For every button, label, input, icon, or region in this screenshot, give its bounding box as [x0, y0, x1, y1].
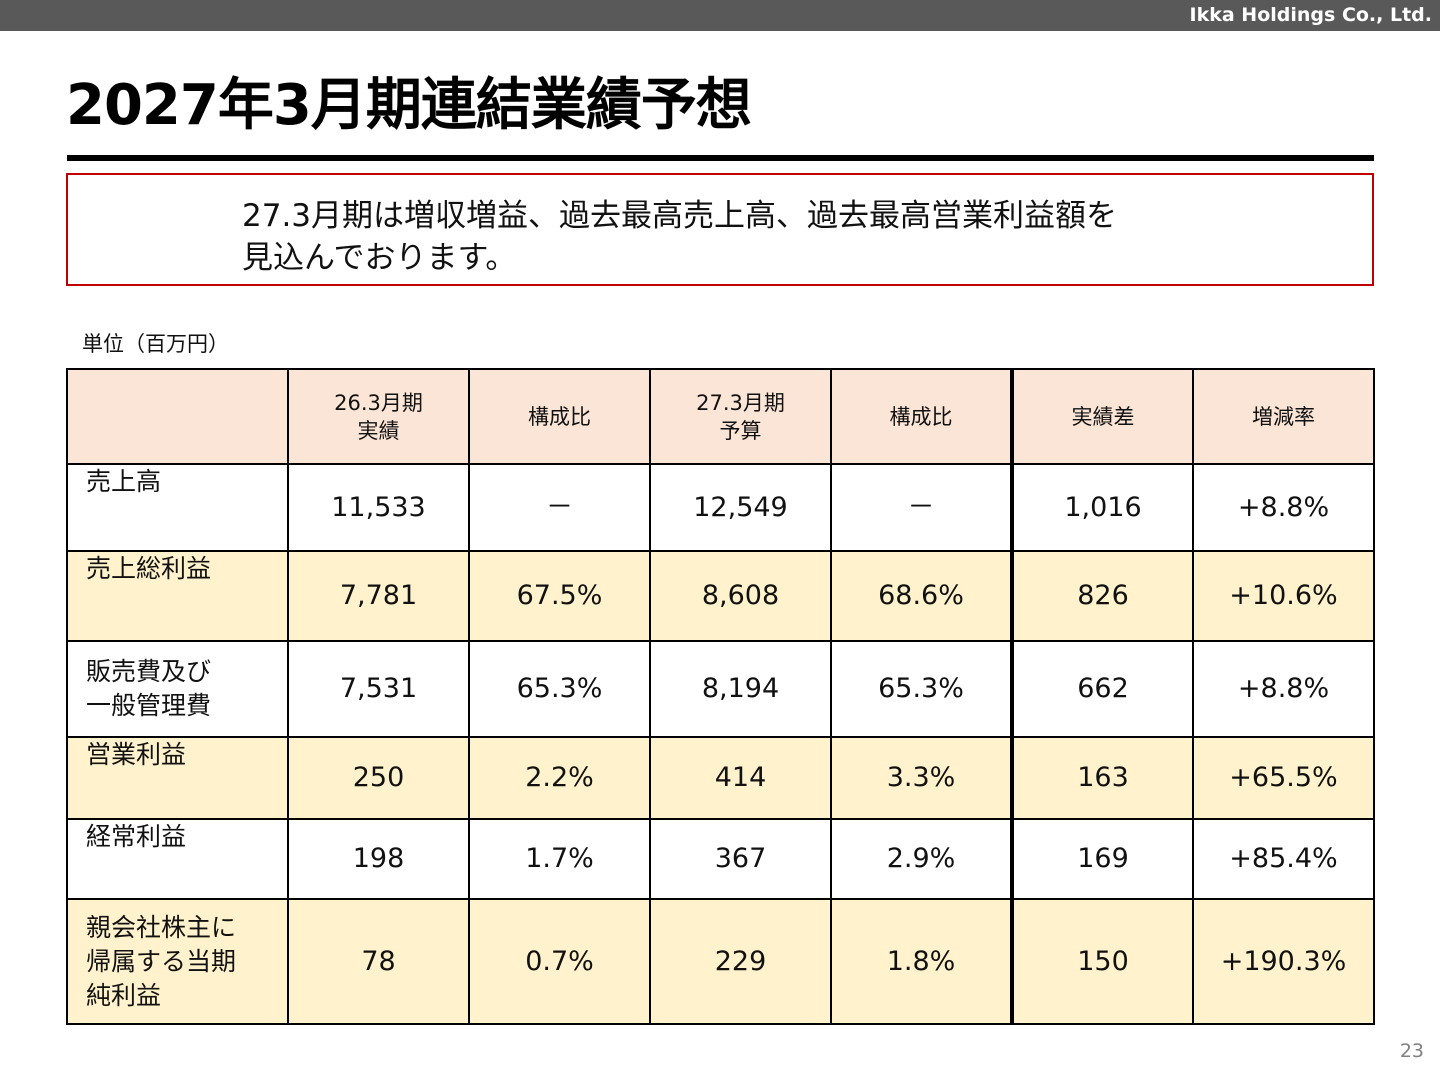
table-row: 売上高 11,533 － 12,549 － 1,016 +8.8% — [66, 463, 1375, 552]
cell-diff: 163 — [1011, 736, 1194, 820]
cell-diff: 1,016 — [1011, 463, 1194, 552]
cell-budget: 8,608 — [649, 550, 832, 642]
cell-diff: 826 — [1011, 550, 1194, 642]
cell-rate: +65.5% — [1192, 736, 1375, 820]
cell-actual: 198 — [287, 818, 470, 900]
summary-box: 27.3月期は増収増益、過去最高売上高、過去最高営業利益額を 見込んでおります。 — [66, 173, 1374, 286]
cell-rate: +85.4% — [1192, 818, 1375, 900]
cell-actual: 11,533 — [287, 463, 470, 552]
row-label-line: 営業利益 — [86, 740, 187, 769]
row-label-line: 帰属する当期 — [86, 946, 237, 976]
header-actual-period: 26.3月期 — [334, 390, 423, 415]
row-label-line: 親会社株主に — [86, 912, 237, 942]
unit-label: 単位（百万円） — [82, 332, 229, 356]
cell-ratio-actual: 2.2% — [468, 736, 651, 820]
cell-budget: 367 — [649, 818, 832, 900]
summary-line-1: 27.3月期は増収増益、過去最高売上高、過去最高営業利益額を — [242, 198, 1118, 234]
header-diff: 実績差 — [1011, 368, 1194, 465]
row-label: 営業利益 — [66, 736, 289, 820]
cell-budget: 229 — [649, 898, 832, 1025]
row-label-line: 経常利益 — [86, 822, 187, 851]
cell-ratio-actual: － — [468, 463, 651, 552]
header-rate: 増減率 — [1192, 368, 1375, 465]
cell-ratio-actual: 65.3% — [468, 640, 651, 738]
cell-actual: 250 — [287, 736, 470, 820]
row-label-line: 一般管理費 — [86, 691, 212, 720]
cell-rate: +10.6% — [1192, 550, 1375, 642]
cell-actual: 78 — [287, 898, 470, 1025]
cell-rate: +190.3% — [1192, 898, 1375, 1025]
header-actual: 26.3月期 実績 — [287, 368, 470, 465]
title-underline — [67, 155, 1374, 161]
cell-ratio-actual: 0.7% — [468, 898, 651, 1025]
page-number: 23 — [1399, 1040, 1424, 1062]
cell-ratio-actual: 1.7% — [468, 818, 651, 900]
header-ratio-budget: 構成比 — [830, 368, 1014, 465]
page-title: 2027年3月期連結業績予想 — [66, 73, 752, 138]
row-label: 販売費及び 一般管理費 — [66, 640, 289, 738]
table-row: 親会社株主に 帰属する当期 純利益 78 0.7% 229 1.8% 150 +… — [66, 898, 1375, 1025]
table-row: 売上総利益 7,781 67.5% 8,608 68.6% 826 +10.6% — [66, 550, 1375, 642]
cell-diff: 662 — [1011, 640, 1194, 738]
cell-ratio-budget: 68.6% — [830, 550, 1014, 642]
row-label: 売上総利益 — [66, 550, 289, 642]
header-budget: 27.3月期 予算 — [649, 368, 832, 465]
header-budget-type: 予算 — [719, 418, 762, 443]
row-label: 経常利益 — [66, 818, 289, 900]
cell-budget: 8,194 — [649, 640, 832, 738]
cell-ratio-budget: 65.3% — [830, 640, 1014, 738]
cell-rate: +8.8% — [1192, 640, 1375, 738]
cell-budget: 414 — [649, 736, 832, 820]
forecast-table: 26.3月期 実績 構成比 27.3月期 予算 構成比 実績差 増減率 売上高 … — [66, 368, 1375, 1025]
table-row: 経常利益 198 1.7% 367 2.9% 169 +85.4% — [66, 818, 1375, 900]
cell-ratio-budget: 2.9% — [830, 818, 1014, 900]
header-budget-period: 27.3月期 — [696, 390, 785, 415]
cell-actual: 7,781 — [287, 550, 470, 642]
header-ratio-actual: 構成比 — [468, 368, 651, 465]
cell-budget: 12,549 — [649, 463, 832, 552]
cell-rate: +8.8% — [1192, 463, 1375, 552]
header-corner — [66, 368, 289, 465]
row-label: 親会社株主に 帰属する当期 純利益 — [66, 898, 289, 1025]
company-name: Ikka Holdings Co., Ltd. — [1189, 4, 1432, 26]
cell-ratio-budget: － — [830, 463, 1014, 552]
row-label-line: 売上総利益 — [86, 554, 212, 583]
cell-ratio-actual: 67.5% — [468, 550, 651, 642]
cell-diff: 150 — [1011, 898, 1194, 1025]
row-label: 売上高 — [66, 463, 289, 552]
header-actual-type: 実績 — [357, 418, 400, 443]
row-label-line: 純利益 — [86, 980, 162, 1010]
table-row: 営業利益 250 2.2% 414 3.3% 163 +65.5% — [66, 736, 1375, 820]
top-bar: Ikka Holdings Co., Ltd. — [0, 0, 1440, 31]
row-label-line: 販売費及び — [86, 657, 212, 686]
cell-actual: 7,531 — [287, 640, 470, 738]
cell-ratio-budget: 3.3% — [830, 736, 1014, 820]
cell-ratio-budget: 1.8% — [830, 898, 1014, 1025]
table-row: 販売費及び 一般管理費 7,531 65.3% 8,194 65.3% 662 … — [66, 640, 1375, 738]
summary-text: 27.3月期は増収増益、過去最高売上高、過去最高営業利益額を 見込んでおります。 — [242, 195, 1342, 279]
cell-diff: 169 — [1011, 818, 1194, 900]
row-label-line: 売上高 — [86, 467, 162, 496]
table-header-row: 26.3月期 実績 構成比 27.3月期 予算 構成比 実績差 増減率 — [66, 368, 1375, 465]
summary-line-2: 見込んでおります。 — [242, 240, 517, 276]
